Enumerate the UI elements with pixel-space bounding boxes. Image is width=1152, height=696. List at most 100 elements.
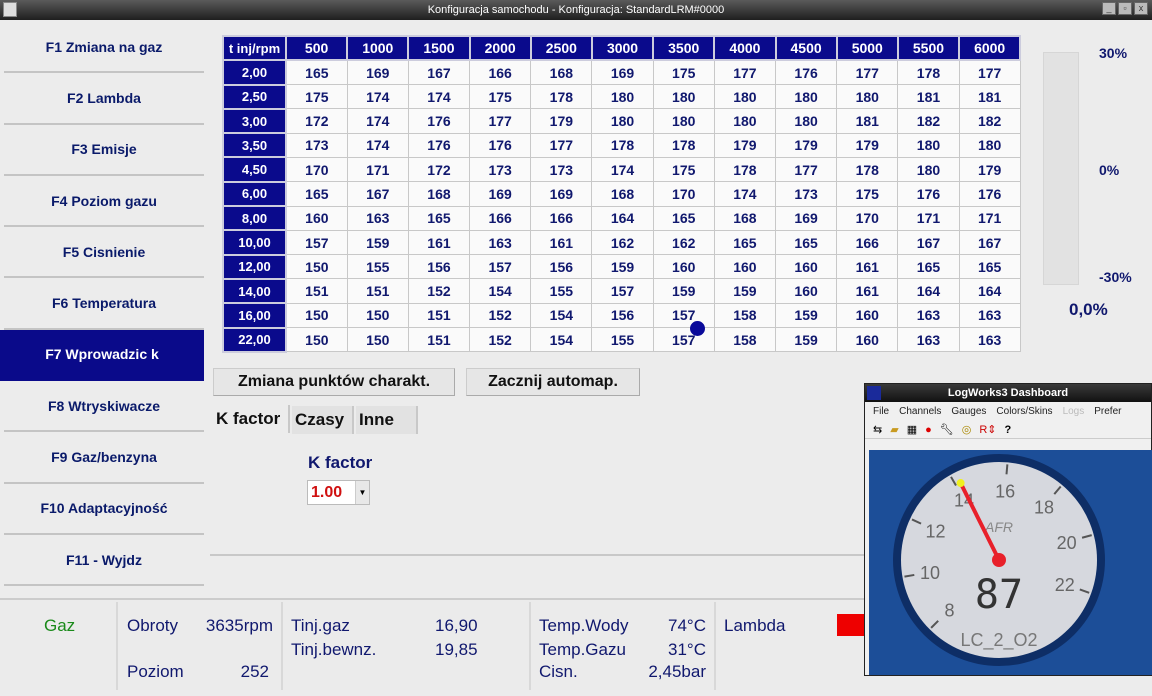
map-cell[interactable]: 166 bbox=[530, 205, 593, 231]
map-cell[interactable]: 167 bbox=[958, 229, 1021, 256]
sidebar-item[interactable]: F11 - Wyjdz bbox=[4, 535, 204, 587]
map-cell[interactable]: 181 bbox=[836, 108, 899, 134]
map-cell[interactable]: 166 bbox=[469, 205, 532, 231]
map-cell[interactable]: 157 bbox=[469, 254, 532, 280]
map-cell[interactable]: 151 bbox=[346, 278, 409, 304]
map-cell[interactable]: 174 bbox=[346, 132, 409, 158]
map-cell[interactable]: 168 bbox=[530, 59, 593, 86]
map-cell[interactable]: 165 bbox=[407, 205, 471, 231]
record-icon[interactable]: ● bbox=[925, 423, 932, 436]
sidebar-item[interactable]: F4 Poziom gazu bbox=[4, 176, 204, 228]
map-cell[interactable]: 161 bbox=[836, 278, 899, 304]
map-cell[interactable]: 176 bbox=[897, 181, 960, 207]
map-cell[interactable]: 177 bbox=[836, 59, 899, 86]
map-cell[interactable]: 163 bbox=[958, 302, 1021, 329]
map-cell[interactable]: 150 bbox=[285, 302, 348, 329]
map-cell[interactable]: 154 bbox=[469, 278, 532, 304]
maximize-button[interactable]: ▫ bbox=[1118, 2, 1132, 15]
map-cell[interactable]: 180 bbox=[652, 84, 715, 110]
map-cell[interactable]: 161 bbox=[530, 229, 593, 256]
map-cell[interactable]: 177 bbox=[774, 156, 838, 183]
start-automap-button[interactable]: Zacznij automap. bbox=[466, 368, 640, 396]
map-cell[interactable]: 158 bbox=[713, 327, 777, 353]
map-cell[interactable]: 179 bbox=[958, 156, 1021, 183]
map-cell[interactable]: 163 bbox=[897, 327, 960, 353]
map-cell[interactable]: 161 bbox=[836, 254, 899, 280]
map-cell[interactable]: 151 bbox=[407, 327, 471, 353]
sidebar-item[interactable]: F1 Zmiana na gaz bbox=[4, 22, 204, 74]
map-cell[interactable]: 178 bbox=[530, 84, 593, 110]
map-cell[interactable]: 180 bbox=[652, 108, 715, 134]
map-cell[interactable]: 181 bbox=[958, 84, 1021, 110]
map-cell[interactable]: 173 bbox=[530, 156, 593, 183]
map-cell[interactable]: 176 bbox=[958, 181, 1021, 207]
map-cell[interactable]: 180 bbox=[774, 108, 838, 134]
k-factor-select[interactable]: 1.00 ▼ bbox=[307, 480, 370, 505]
map-cell[interactable]: 151 bbox=[285, 278, 348, 304]
map-cell[interactable]: 180 bbox=[897, 156, 960, 183]
map-cell[interactable]: 172 bbox=[285, 108, 348, 134]
sidebar-item[interactable]: F8 Wtryskiwacze bbox=[4, 381, 204, 433]
map-cell[interactable]: 170 bbox=[652, 181, 715, 207]
map-cell[interactable]: 172 bbox=[407, 156, 471, 183]
map-cell[interactable]: 155 bbox=[346, 254, 409, 280]
map-cell[interactable]: 178 bbox=[713, 156, 777, 183]
gauge-icon[interactable]: ◎ bbox=[961, 424, 972, 436]
tab-czasy[interactable]: Czasy bbox=[292, 406, 354, 434]
map-cell[interactable]: 173 bbox=[774, 181, 838, 207]
map-cell[interactable]: 170 bbox=[836, 205, 899, 231]
map-cell[interactable]: 177 bbox=[958, 59, 1021, 86]
map-cell[interactable]: 175 bbox=[652, 156, 715, 183]
close-button[interactable]: x bbox=[1134, 2, 1148, 15]
chevron-down-icon[interactable]: ▼ bbox=[355, 481, 369, 504]
menu-gauges[interactable]: Gauges bbox=[951, 406, 987, 417]
map-cell[interactable]: 163 bbox=[958, 327, 1021, 353]
map-cell[interactable]: 159 bbox=[774, 327, 838, 353]
map-cell[interactable]: 168 bbox=[591, 181, 654, 207]
map-cell[interactable]: 165 bbox=[285, 59, 348, 86]
map-cell[interactable]: 167 bbox=[407, 59, 471, 86]
map-cell[interactable]: 169 bbox=[774, 205, 838, 231]
menu-logs[interactable]: Logs bbox=[1062, 406, 1085, 417]
sidebar-item[interactable]: F2 Lambda bbox=[4, 73, 204, 125]
sidebar-item[interactable]: F10 Adaptacyjność bbox=[4, 484, 204, 535]
map-cell[interactable]: 178 bbox=[591, 132, 654, 158]
map-cell[interactable]: 167 bbox=[897, 229, 960, 256]
sidebar-item[interactable]: F7 Wprowadzic k bbox=[0, 329, 204, 382]
map-cell[interactable]: 165 bbox=[897, 254, 960, 280]
menu-preferences[interactable]: Prefer bbox=[1094, 406, 1122, 417]
map-cell[interactable]: 174 bbox=[591, 156, 654, 183]
map-cell[interactable]: 179 bbox=[530, 108, 593, 134]
map-cell[interactable]: 169 bbox=[591, 59, 654, 86]
map-cell[interactable]: 174 bbox=[346, 108, 409, 134]
map-cell[interactable]: 156 bbox=[591, 302, 654, 329]
sidebar-item[interactable]: F6 Temperatura bbox=[4, 278, 204, 330]
map-cell[interactable]: 177 bbox=[713, 59, 777, 86]
map-cell[interactable]: 150 bbox=[346, 302, 409, 329]
map-cell[interactable]: 160 bbox=[713, 254, 777, 280]
map-cell[interactable]: 169 bbox=[469, 181, 532, 207]
map-cell[interactable]: 164 bbox=[897, 278, 960, 304]
map-cell[interactable]: 180 bbox=[713, 84, 777, 110]
minimize-button[interactable]: _ bbox=[1102, 2, 1116, 15]
map-cell[interactable]: 180 bbox=[897, 132, 960, 158]
map-cell[interactable]: 180 bbox=[774, 84, 838, 110]
tab-k-factor[interactable]: K factor bbox=[213, 405, 290, 433]
map-cell[interactable]: 171 bbox=[958, 205, 1021, 231]
map-cell[interactable]: 175 bbox=[652, 59, 715, 86]
map-cell[interactable]: 178 bbox=[897, 59, 960, 86]
map-cell[interactable]: 166 bbox=[836, 229, 899, 256]
map-cell[interactable]: 165 bbox=[285, 181, 348, 207]
menu-colors-skins[interactable]: Colors/Skins bbox=[996, 406, 1053, 417]
map-cell[interactable]: 158 bbox=[713, 302, 777, 329]
map-cell[interactable]: 157 bbox=[652, 327, 715, 353]
map-cell[interactable]: 169 bbox=[346, 59, 409, 86]
map-cell[interactable]: 160 bbox=[285, 205, 348, 231]
map-cell[interactable]: 182 bbox=[958, 108, 1021, 134]
change-points-button[interactable]: Zmiana punktów charakt. bbox=[213, 368, 455, 396]
map-cell[interactable]: 174 bbox=[407, 84, 471, 110]
map-cell[interactable]: 160 bbox=[836, 327, 899, 353]
help-icon[interactable]: ? bbox=[1004, 423, 1012, 436]
map-cell[interactable]: 179 bbox=[836, 132, 899, 158]
map-cell[interactable]: 180 bbox=[836, 84, 899, 110]
